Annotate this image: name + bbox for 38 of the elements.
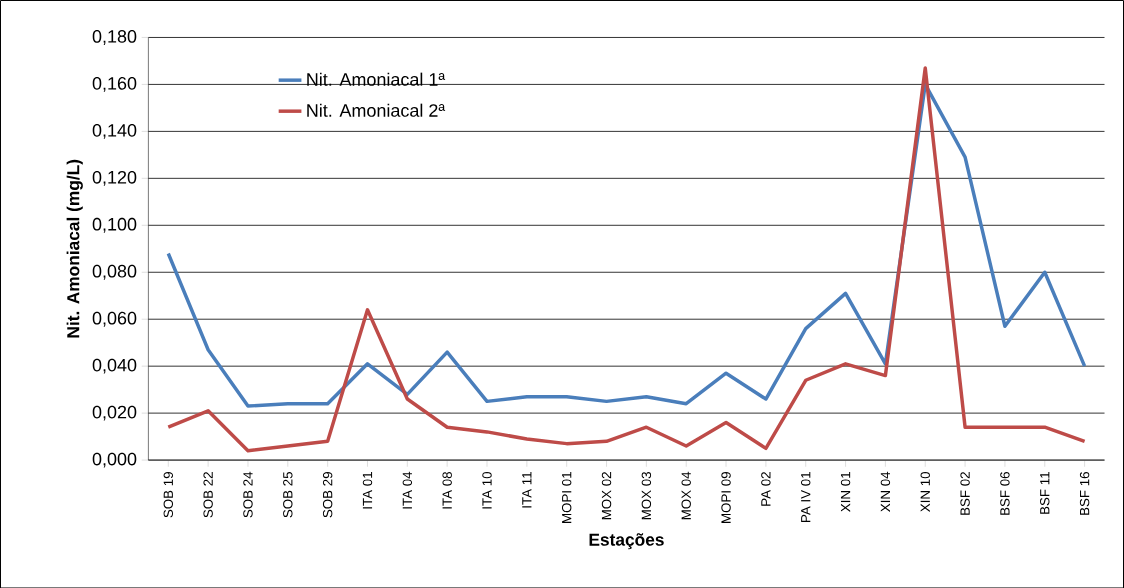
x-tick-label: XIN 01 bbox=[840, 471, 851, 512]
x-tick-label: MOX 03 bbox=[641, 471, 652, 519]
x-tick-label: BSF 16 bbox=[1079, 471, 1090, 515]
x-tick-label: SOB 19 bbox=[163, 471, 173, 518]
x-tick-label: ITA 04 bbox=[402, 471, 413, 509]
y-tick-label: 0,100 bbox=[92, 217, 137, 233]
x-tick-label: MOX 02 bbox=[601, 471, 612, 519]
x-tick-label: PA 02 bbox=[761, 471, 771, 506]
y-tick-label: 0,080 bbox=[92, 264, 137, 280]
y-tick-label: 0,040 bbox=[92, 358, 137, 374]
x-tick-label: BSF 06 bbox=[1000, 471, 1010, 515]
x-tick-label: MOX 04 bbox=[681, 471, 691, 519]
x-tick-label: BSF 11 bbox=[1040, 471, 1050, 514]
y-axis-title: Nit. Amoniacal (mg/L) bbox=[66, 159, 83, 338]
y-tick-label: 0,160 bbox=[92, 76, 137, 92]
y-tick-label: 0,180 bbox=[92, 29, 137, 45]
x-tick-label: SOB 24 bbox=[243, 471, 253, 518]
x-tick-label: SOB 22 bbox=[203, 471, 213, 518]
y-tick-label: 0,060 bbox=[92, 311, 137, 327]
x-tick-label: BSF 02 bbox=[960, 471, 970, 515]
x-tick-label: MOPI 01 bbox=[561, 471, 572, 523]
x-axis-title: Estações bbox=[589, 532, 664, 549]
x-tick-label: ITA 01 bbox=[362, 471, 373, 509]
x-tick-label: ITA 08 bbox=[442, 471, 452, 509]
legend-label: Nit. Amoniacal 2ª bbox=[307, 103, 446, 117]
x-tick-label: PA IV 01 bbox=[801, 471, 811, 522]
x-tick-label: MOPI 09 bbox=[721, 471, 731, 523]
y-tick-label: 0,120 bbox=[92, 170, 137, 186]
legend-label: Nit. Amoniacal 1ª bbox=[307, 72, 446, 86]
x-tick-label: SOB 29 bbox=[322, 471, 333, 518]
x-tick-label: ITA 11 bbox=[522, 471, 532, 508]
y-tick-label: 0,020 bbox=[92, 405, 137, 421]
x-tick-label: SOB 25 bbox=[283, 471, 293, 518]
y-tick-label: 0,000 bbox=[92, 452, 137, 468]
x-tick-label: XIN 10 bbox=[920, 471, 930, 512]
y-tick-label: 0,140 bbox=[92, 123, 137, 139]
x-tick-label: ITA 10 bbox=[482, 471, 492, 509]
x-tick-label: XIN 04 bbox=[880, 471, 891, 512]
